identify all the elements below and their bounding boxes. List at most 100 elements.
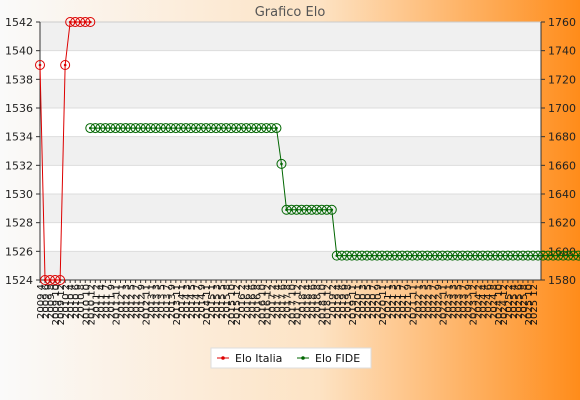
x-tick-label: 2015 3	[212, 284, 223, 319]
x-tick-label: 2015 8	[222, 284, 233, 319]
x-tick-label: 2009 10	[51, 284, 62, 325]
x-tick-label: 2010 8	[76, 284, 87, 319]
x-tick-label: 2009 6	[41, 284, 52, 319]
x-tick-label: 2022 1	[413, 284, 424, 319]
legend-item: Elo Italia	[217, 352, 282, 365]
series-line	[90, 127, 580, 257]
x-tick-label: 2023 5	[454, 284, 465, 319]
x-tick-label: 2010 4	[66, 284, 77, 319]
grid-band	[40, 79, 541, 108]
x-tick-label: 2023 12	[469, 284, 480, 325]
x-tick-label: 2023 1	[443, 284, 454, 319]
x-tick-label: 2022 7	[428, 284, 439, 319]
x-tick-label: 2018 2	[298, 284, 309, 319]
x-tick-label: 2025 12	[529, 284, 540, 325]
x-tick-label: 2020 11	[378, 284, 389, 325]
x-tick-label: 2018 6	[308, 284, 319, 319]
x-tick-label: 2020 1	[353, 284, 364, 319]
x-tick-label: 2010 12	[86, 284, 97, 325]
x-tick-label: 2010 10	[81, 284, 92, 325]
x-tick-label: 2020 7	[368, 284, 379, 319]
right-tick-label: 1660	[548, 159, 576, 172]
x-tick-label: 2016 12	[262, 284, 273, 325]
x-tick-label: 2021 7	[398, 284, 409, 319]
x-tick-label: 2013 7	[162, 284, 173, 319]
x-tick-label: 2011 4	[96, 284, 107, 319]
x-tick-label: 2019 6	[338, 284, 349, 319]
x-tick-label: 2017 8	[283, 284, 294, 319]
x-tick-label: 2024 10	[494, 284, 505, 325]
x-tick-label: 2019 2	[328, 284, 339, 319]
series-elo-fide	[85, 123, 580, 261]
data-point	[326, 204, 337, 215]
x-tick-label: 2015 5	[217, 284, 228, 319]
x-tick-label: 2022 11	[438, 284, 449, 325]
x-tick-label: 2011 7	[101, 284, 112, 319]
left-tick-label: 1530	[5, 188, 33, 201]
x-tick-label: 2022 5	[423, 284, 434, 319]
left-tick-label: 1528	[5, 217, 33, 230]
x-tick-label: 2011 2	[91, 284, 102, 319]
data-point	[276, 158, 287, 169]
x-tick-label: 2015 1	[207, 284, 218, 319]
x-tick-label: 2024 4	[479, 284, 490, 319]
x-tick-label: 2018 10	[318, 284, 329, 325]
x-tick-label: 2018 4	[303, 284, 314, 319]
x-tick-label: 2021 11	[408, 284, 419, 325]
x-tick-label: 2014 7	[192, 284, 203, 319]
data-point	[85, 17, 96, 27]
x-tick-label: 2017 6	[277, 284, 288, 319]
left-tick-label: 1540	[5, 45, 33, 58]
x-tick-label: 2015 10	[227, 284, 238, 325]
x-tick-label: 2017 2	[267, 284, 278, 319]
x-tick-label: 2023 7	[459, 284, 470, 319]
x-tick-label: 2012 1	[116, 284, 127, 319]
right-tick-label: 1620	[548, 217, 576, 230]
x-tick-label: 2017 12	[293, 284, 304, 325]
x-tick-label: 2025 10	[524, 284, 535, 325]
x-tick-label: 2019 8	[343, 284, 354, 319]
data-point	[573, 250, 580, 261]
x-tick-label: 2009 12	[56, 284, 67, 325]
x-tick-label: 2011 11	[111, 284, 122, 325]
legend: Elo Italia Elo FIDE	[210, 347, 372, 369]
data-point-dot	[330, 208, 334, 212]
series-layer	[35, 17, 580, 285]
x-tick-label: 2010 2	[61, 284, 72, 319]
data-point	[271, 123, 282, 134]
x-tick-label: 2024 6	[484, 284, 495, 319]
x-tick-label: 2019 11	[348, 284, 359, 325]
right-tick-label: 1720	[548, 73, 576, 86]
x-tick-label: 2016 10	[257, 284, 268, 325]
data-point-dot	[63, 63, 67, 67]
x-tick-label: 2020 5	[363, 284, 374, 319]
x-tick-label: 2012 11	[142, 284, 153, 325]
x-tick-label: 2016 4	[242, 284, 253, 319]
x-tick-label: 2020 3	[358, 284, 369, 319]
left-tick-label: 1524	[5, 274, 33, 287]
x-tick-label: 2024 8	[489, 284, 500, 319]
x-tick-label: 2013 9	[167, 284, 178, 319]
right-tick-label: 1740	[548, 45, 576, 58]
x-tick-label: 2012 9	[137, 284, 148, 319]
right-tick-label: 1760	[548, 16, 576, 29]
legend-swatch-dot	[221, 356, 225, 360]
data-point	[60, 60, 71, 70]
left-tick-label: 1538	[5, 73, 33, 86]
left-tick-label: 1532	[5, 159, 33, 172]
legend-box	[210, 347, 372, 369]
x-tick-label: 2021 3	[388, 284, 399, 319]
x-tick-label: 2017 10	[288, 284, 299, 325]
x-tick-label: 2014 11	[202, 284, 213, 325]
data-point-dot	[38, 63, 42, 67]
data-point	[35, 60, 45, 70]
x-tick-label: 2014 1	[177, 284, 188, 319]
left-tick-label: 1536	[5, 102, 33, 115]
x-tick-label: 2010 6	[71, 284, 82, 319]
left-tick-label: 1542	[5, 16, 33, 29]
right-tick-label: 1700	[548, 102, 576, 115]
x-tick-label: 2013 1	[147, 284, 158, 319]
x-tick-label: 2016 2	[237, 284, 248, 319]
